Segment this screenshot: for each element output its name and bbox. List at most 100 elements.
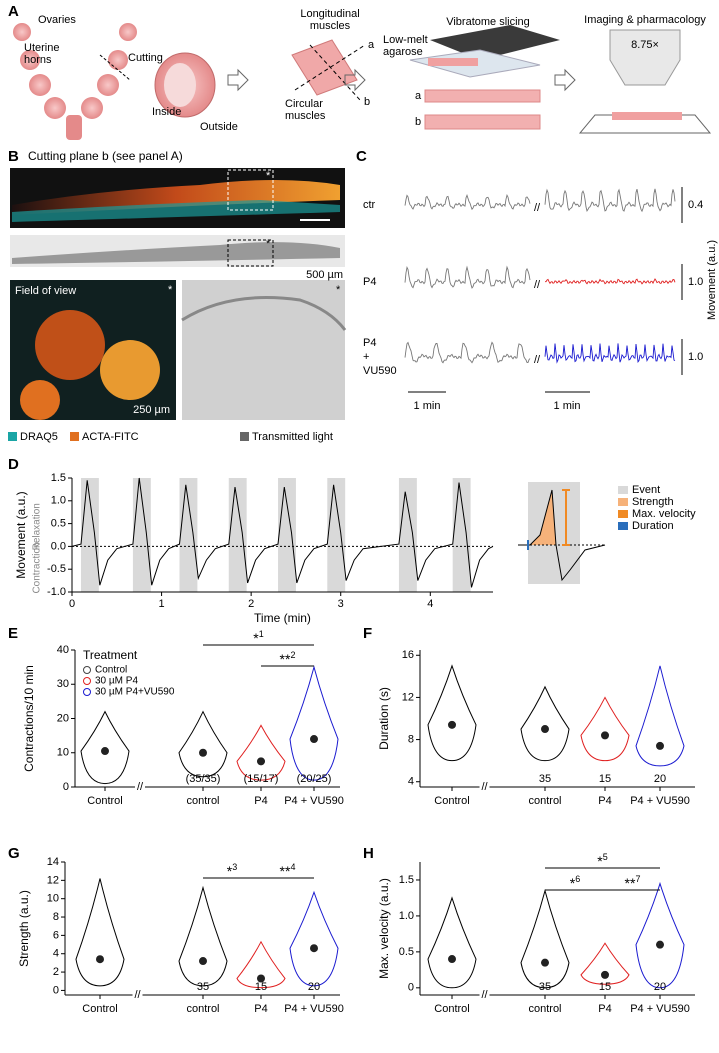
significance-mark: ** xyxy=(280,651,291,667)
x-tick-label: Control xyxy=(434,795,469,807)
star: * xyxy=(168,284,173,296)
label: Inside xyxy=(152,106,181,118)
count-label: 20 xyxy=(308,981,320,993)
label: Cutting xyxy=(128,52,163,64)
label: b xyxy=(415,116,421,128)
violin xyxy=(289,665,339,781)
event xyxy=(398,478,417,592)
violin xyxy=(80,710,130,785)
y-tick-label: -1.0 xyxy=(47,586,66,598)
count-label: 15 xyxy=(599,773,611,785)
event xyxy=(80,478,99,592)
y-tick-label: 6 xyxy=(53,929,59,941)
significance-note: 6 xyxy=(575,874,580,884)
trace-label-line: VU590 xyxy=(363,365,397,377)
y-sublabel: Relaxation xyxy=(32,503,43,550)
axis-break: // xyxy=(137,781,144,793)
count-label: 15 xyxy=(599,981,611,993)
scale-label: 1.0 xyxy=(688,276,703,288)
violin xyxy=(580,942,630,985)
label: Vibratome slicing xyxy=(446,16,530,28)
x-tick-label: P4 xyxy=(254,1003,267,1015)
trace-label-line: ctr xyxy=(363,199,376,211)
violin xyxy=(635,881,685,989)
panel-label: E xyxy=(8,625,18,642)
label: 8.75× xyxy=(631,39,659,51)
legend-marker xyxy=(83,666,91,674)
significance-mark: * xyxy=(227,863,233,879)
significance: **2 xyxy=(280,650,296,666)
count-label: 35 xyxy=(539,981,551,993)
significance-mark: * xyxy=(597,853,603,869)
scale-label: 1.0 xyxy=(688,351,703,363)
legend-swatch xyxy=(618,522,628,530)
x-tick-label: P4 xyxy=(598,795,611,807)
x-tick-label: P4 + VU590 xyxy=(630,795,690,807)
significance-note: 7 xyxy=(635,874,640,884)
trace xyxy=(404,265,531,289)
legend-label: Event xyxy=(632,484,660,496)
y-tick-label: 1.0 xyxy=(399,910,414,922)
y-tick-label: 0.5 xyxy=(51,518,66,530)
x-tick-label: 2 xyxy=(248,598,254,610)
label: Low-melt agarose xyxy=(383,34,428,58)
legend-swatch xyxy=(618,510,628,518)
trace-label: P4 xyxy=(363,276,376,288)
y-label: Strength (a.u.) xyxy=(17,890,31,967)
median-dot xyxy=(310,735,318,744)
x-tick-label: P4 + VU590 xyxy=(284,1003,344,1015)
trace xyxy=(544,343,676,364)
time-scale-label: 1 min xyxy=(554,400,581,412)
legend-swatch xyxy=(618,486,628,494)
median-dot xyxy=(601,731,609,740)
y-tick-label: 8 xyxy=(53,911,59,923)
x-tick-label: P4 + VU590 xyxy=(284,795,344,807)
legend-label: ACTA-FITC xyxy=(82,431,139,443)
break: // xyxy=(534,279,541,291)
trace xyxy=(544,188,676,213)
trace xyxy=(404,193,531,211)
y-tick-label: 4 xyxy=(53,948,59,960)
label: a xyxy=(415,90,422,102)
x-tick-label: P4 xyxy=(254,795,267,807)
median-dot xyxy=(656,940,664,949)
significance: *6 xyxy=(570,874,580,890)
x-tick-label: 4 xyxy=(427,598,433,610)
panel-a-art xyxy=(13,23,712,140)
y-tick-label: 40 xyxy=(57,644,69,656)
significance-note: 2 xyxy=(290,650,295,660)
count-label: (15/17) xyxy=(244,773,279,785)
legend-marker xyxy=(83,688,91,696)
label: Field of view xyxy=(15,285,76,297)
scale-label: 0.4 xyxy=(688,199,703,211)
y-label: Duration (s) xyxy=(377,687,391,750)
median-dot xyxy=(257,974,265,983)
y-tick-label: 8 xyxy=(408,733,414,745)
median-dot xyxy=(310,944,318,953)
event xyxy=(452,478,471,592)
y-tick-label: 12 xyxy=(47,874,59,886)
y-tick-label: 1.5 xyxy=(399,874,414,886)
legend-label: 30 µM P4+VU590 xyxy=(95,687,175,698)
significance: **4 xyxy=(280,862,296,878)
violin xyxy=(427,664,477,762)
y-tick-label: 0 xyxy=(53,984,59,996)
event xyxy=(327,478,346,592)
label: b xyxy=(364,96,370,108)
significance-note: 4 xyxy=(290,862,295,872)
y-tick-label: 0 xyxy=(408,982,414,994)
median-dot xyxy=(96,955,104,964)
panel-label: B xyxy=(8,148,19,165)
y-tick-label: 2 xyxy=(53,966,59,978)
violin xyxy=(580,696,630,762)
event xyxy=(278,478,296,592)
violin xyxy=(75,878,125,987)
label: Longitudinal muscles xyxy=(300,8,359,32)
legend-label: Max. velocity xyxy=(632,508,696,520)
event xyxy=(132,478,151,592)
violin xyxy=(427,896,477,989)
count-label: 20 xyxy=(654,981,666,993)
y-tick-label: 12 xyxy=(402,691,414,703)
y-tick-label: 1.5 xyxy=(51,472,66,484)
